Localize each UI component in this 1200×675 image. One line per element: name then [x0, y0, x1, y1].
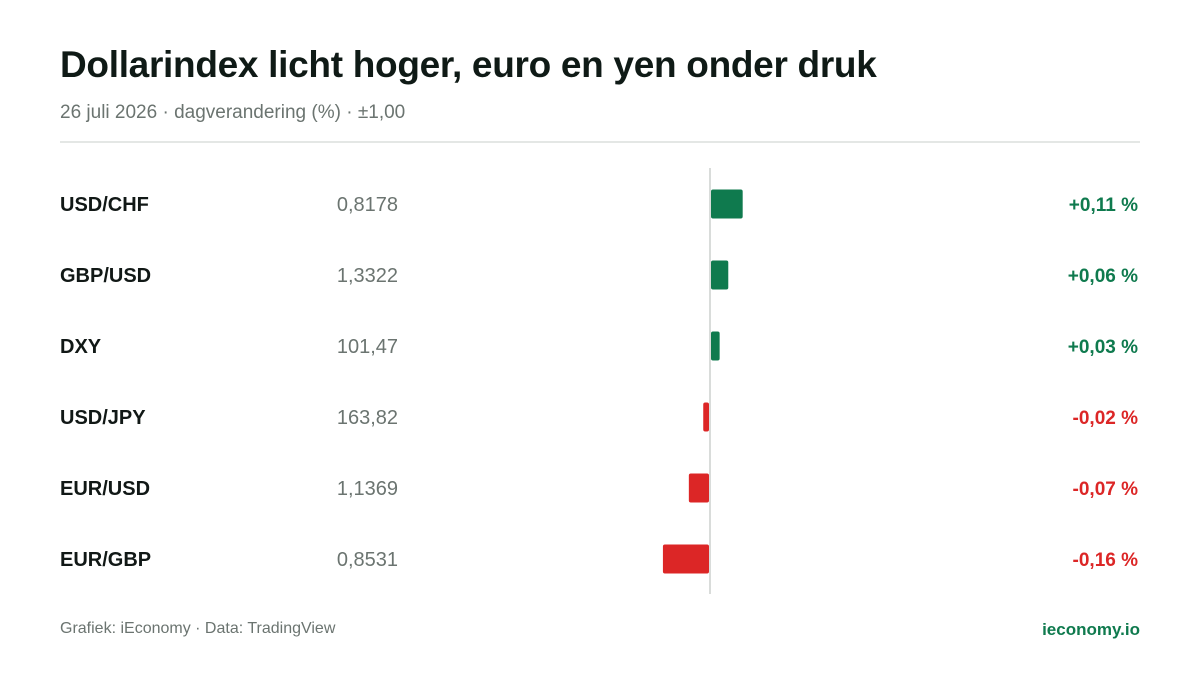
bar-dxy	[711, 331, 720, 361]
change-label: +0,06 %	[1068, 266, 1138, 287]
change-label: -0,02 %	[1073, 408, 1139, 429]
change-label: +0,03 %	[1068, 337, 1138, 358]
diverging-bar-chart: USD/CHF 0,8178 +0,11 % GBP/USD 1,3322 +0,06 %…	[60, 168, 1139, 594]
category-label: EUR/USD	[60, 478, 150, 500]
brand-link[interactable]: ieconomy.io	[1042, 620, 1140, 639]
header-divider	[60, 141, 1140, 143]
category-label: EUR/GBP	[60, 549, 151, 571]
category-label: GBP/USD	[60, 265, 151, 287]
quote-value: 0,8531	[337, 549, 398, 571]
category-label: USD/CHF	[60, 194, 149, 216]
quote-value: 1,1369	[337, 478, 398, 500]
bar-eur-usd	[688, 473, 709, 503]
category-label: DXY	[60, 336, 102, 358]
change-label: +0,11 %	[1069, 195, 1138, 216]
chart-subtitle: 26 juli 2026 · dagverandering (%) · ±1,0…	[60, 102, 406, 123]
quote-value: 101,47	[337, 336, 398, 358]
bar-usd-jpy	[703, 402, 709, 432]
source-credit: Grafiek: iEconomy · Data: TradingView	[60, 620, 336, 637]
quote-value: 1,3322	[337, 265, 398, 287]
quote-value: 0,8178	[337, 194, 398, 216]
bar-eur-gbp	[662, 544, 709, 574]
bar-gbp-usd	[711, 260, 729, 290]
change-label: -0,16 %	[1073, 550, 1139, 571]
chart-title: Dollarindex licht hoger, euro en yen ond…	[60, 44, 877, 85]
quote-value: 163,82	[337, 407, 398, 429]
category-label: USD/JPY	[60, 407, 146, 429]
bar-usd-chf	[711, 189, 743, 219]
change-label: -0,07 %	[1073, 479, 1139, 500]
